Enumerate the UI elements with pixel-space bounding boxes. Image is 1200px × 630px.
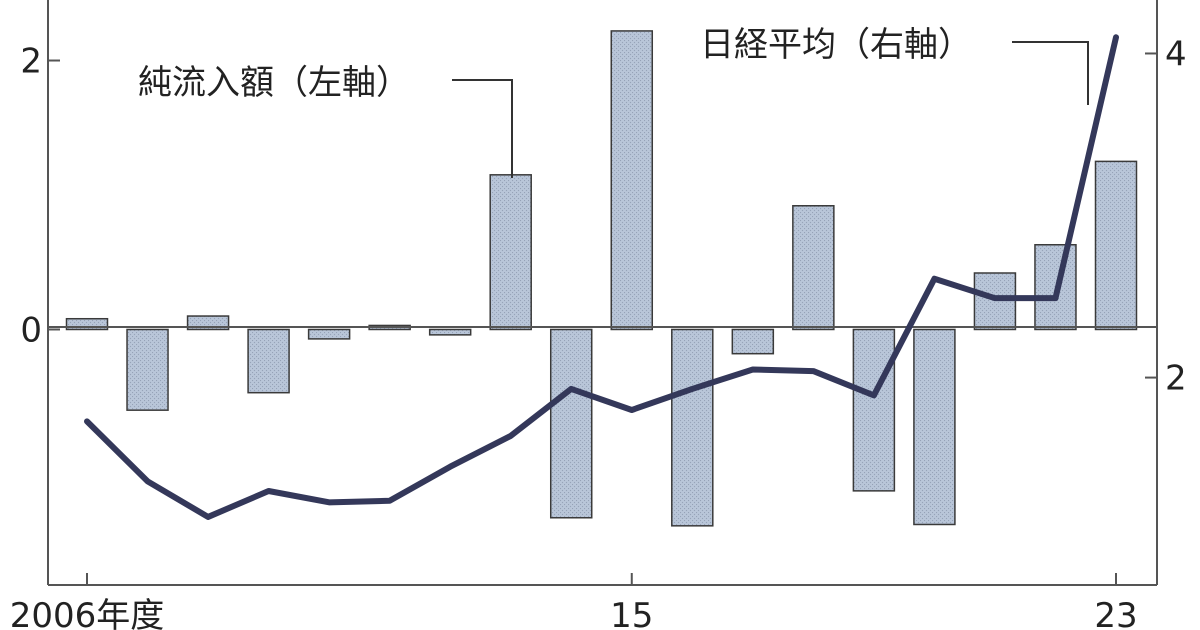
line-series-leader-line	[1012, 41, 1089, 105]
left-tick-label-0: 0	[20, 310, 42, 350]
line-point-2009	[268, 490, 270, 492]
right-ticks-group: 24	[1145, 34, 1187, 399]
bar-2014	[549, 328, 593, 519]
line-point-2014	[570, 388, 572, 390]
line-point-2018	[812, 370, 814, 372]
line-point-2010	[328, 501, 330, 503]
line-series-label: 日経平均（右軸）	[700, 25, 972, 65]
x-ticks-group: 2006年度 15 23	[10, 573, 1138, 630]
bar-2023	[1094, 160, 1138, 331]
line-series-group	[84, 34, 1119, 520]
bar-series-leader-line	[452, 79, 513, 178]
line-point-2017	[752, 368, 754, 370]
line-point-2012	[449, 466, 451, 468]
left-ticks-group: 02	[20, 42, 60, 350]
right-tick-label-4: 4	[1165, 34, 1187, 74]
left-tick-label-2: 2	[20, 42, 42, 82]
line-point-2013	[510, 435, 512, 437]
bar-2012	[428, 328, 472, 336]
bar-2017	[731, 328, 775, 355]
bar-2019	[852, 328, 896, 492]
x-tick-label-2006: 2006年度	[10, 596, 165, 630]
bar-2010	[307, 328, 351, 340]
bar-2020	[913, 328, 956, 526]
bar-series-label: 純流入額（左軸）	[138, 63, 410, 103]
line-point-2020	[933, 278, 935, 280]
bar-2021	[973, 272, 1017, 331]
line-point-2021	[994, 297, 996, 299]
line-series-path	[84, 34, 1119, 520]
x-tick-label-2015: 15	[610, 596, 653, 630]
bar-2007	[126, 328, 169, 411]
line-point-2015	[631, 409, 633, 411]
bar-2018	[792, 205, 835, 331]
line-point-2019	[873, 394, 875, 396]
bar-2016	[671, 328, 714, 527]
bar-2013	[489, 174, 532, 331]
bar-2015	[610, 30, 654, 331]
right-tick-label-2: 2	[1165, 359, 1187, 399]
line-point-2022	[1054, 297, 1056, 299]
x-tick-label-2023: 23	[1094, 596, 1137, 630]
line-point-2006	[86, 420, 88, 422]
line-point-2007	[147, 480, 149, 482]
line-point-2016	[691, 388, 693, 390]
line-point-2008	[207, 516, 209, 518]
line-point-2011	[389, 500, 391, 502]
bar-2009	[247, 328, 290, 394]
bar-2006	[65, 317, 109, 331]
bars-group	[65, 30, 1138, 527]
line-point-2023	[1115, 36, 1117, 38]
